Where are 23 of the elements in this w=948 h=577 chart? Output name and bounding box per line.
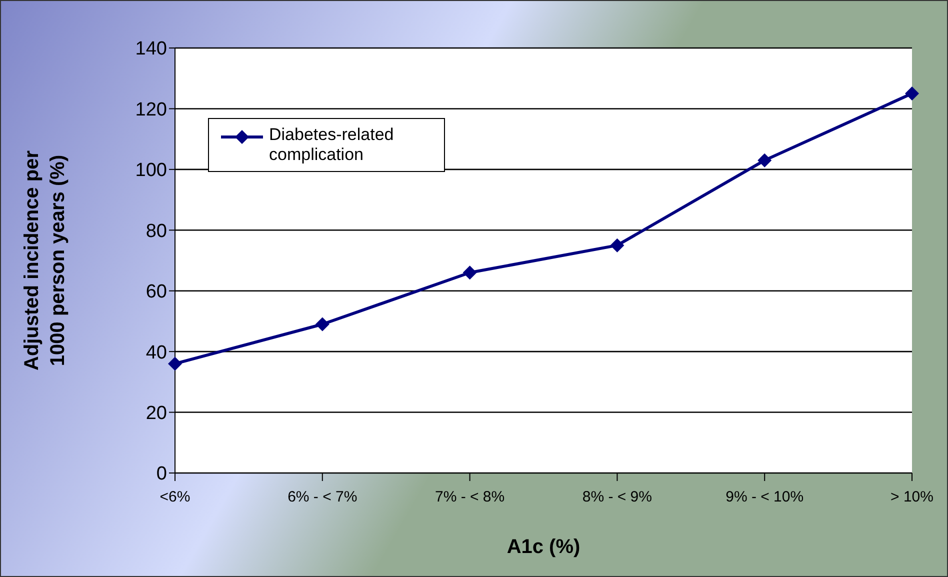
x-tick-label: > 10% xyxy=(890,488,934,506)
y-tick-label: 100 xyxy=(135,160,167,182)
y-tick-label: 120 xyxy=(135,99,167,120)
y-tick-label: 60 xyxy=(146,282,167,303)
x-tick-label: 9% - < 10% xyxy=(726,488,804,506)
x-tick-label: 6% - < 7% xyxy=(288,488,358,506)
point xyxy=(462,266,477,280)
y-tick-label: 20 xyxy=(146,403,167,424)
legend-label: Diabetes-related complication xyxy=(269,125,395,165)
y-axis-title: Adjusted incidence per 1000 person years (%) xyxy=(21,150,69,371)
point xyxy=(758,153,772,168)
x-tick-label: 7% - < 8% xyxy=(434,488,505,506)
y-tick-label: 0 xyxy=(156,464,167,485)
point xyxy=(905,86,919,101)
y-tick-label: 140 xyxy=(135,38,167,60)
point xyxy=(168,356,182,371)
y-tick-label: 80 xyxy=(146,220,167,242)
x-tick-label: 8% - < 9% xyxy=(582,488,652,506)
y-tick-label: 40 xyxy=(146,342,167,364)
point xyxy=(610,238,624,252)
point xyxy=(315,317,330,332)
x-tick-label: <6% xyxy=(160,488,190,506)
x-axis-title: A1c (%) xyxy=(506,536,580,558)
